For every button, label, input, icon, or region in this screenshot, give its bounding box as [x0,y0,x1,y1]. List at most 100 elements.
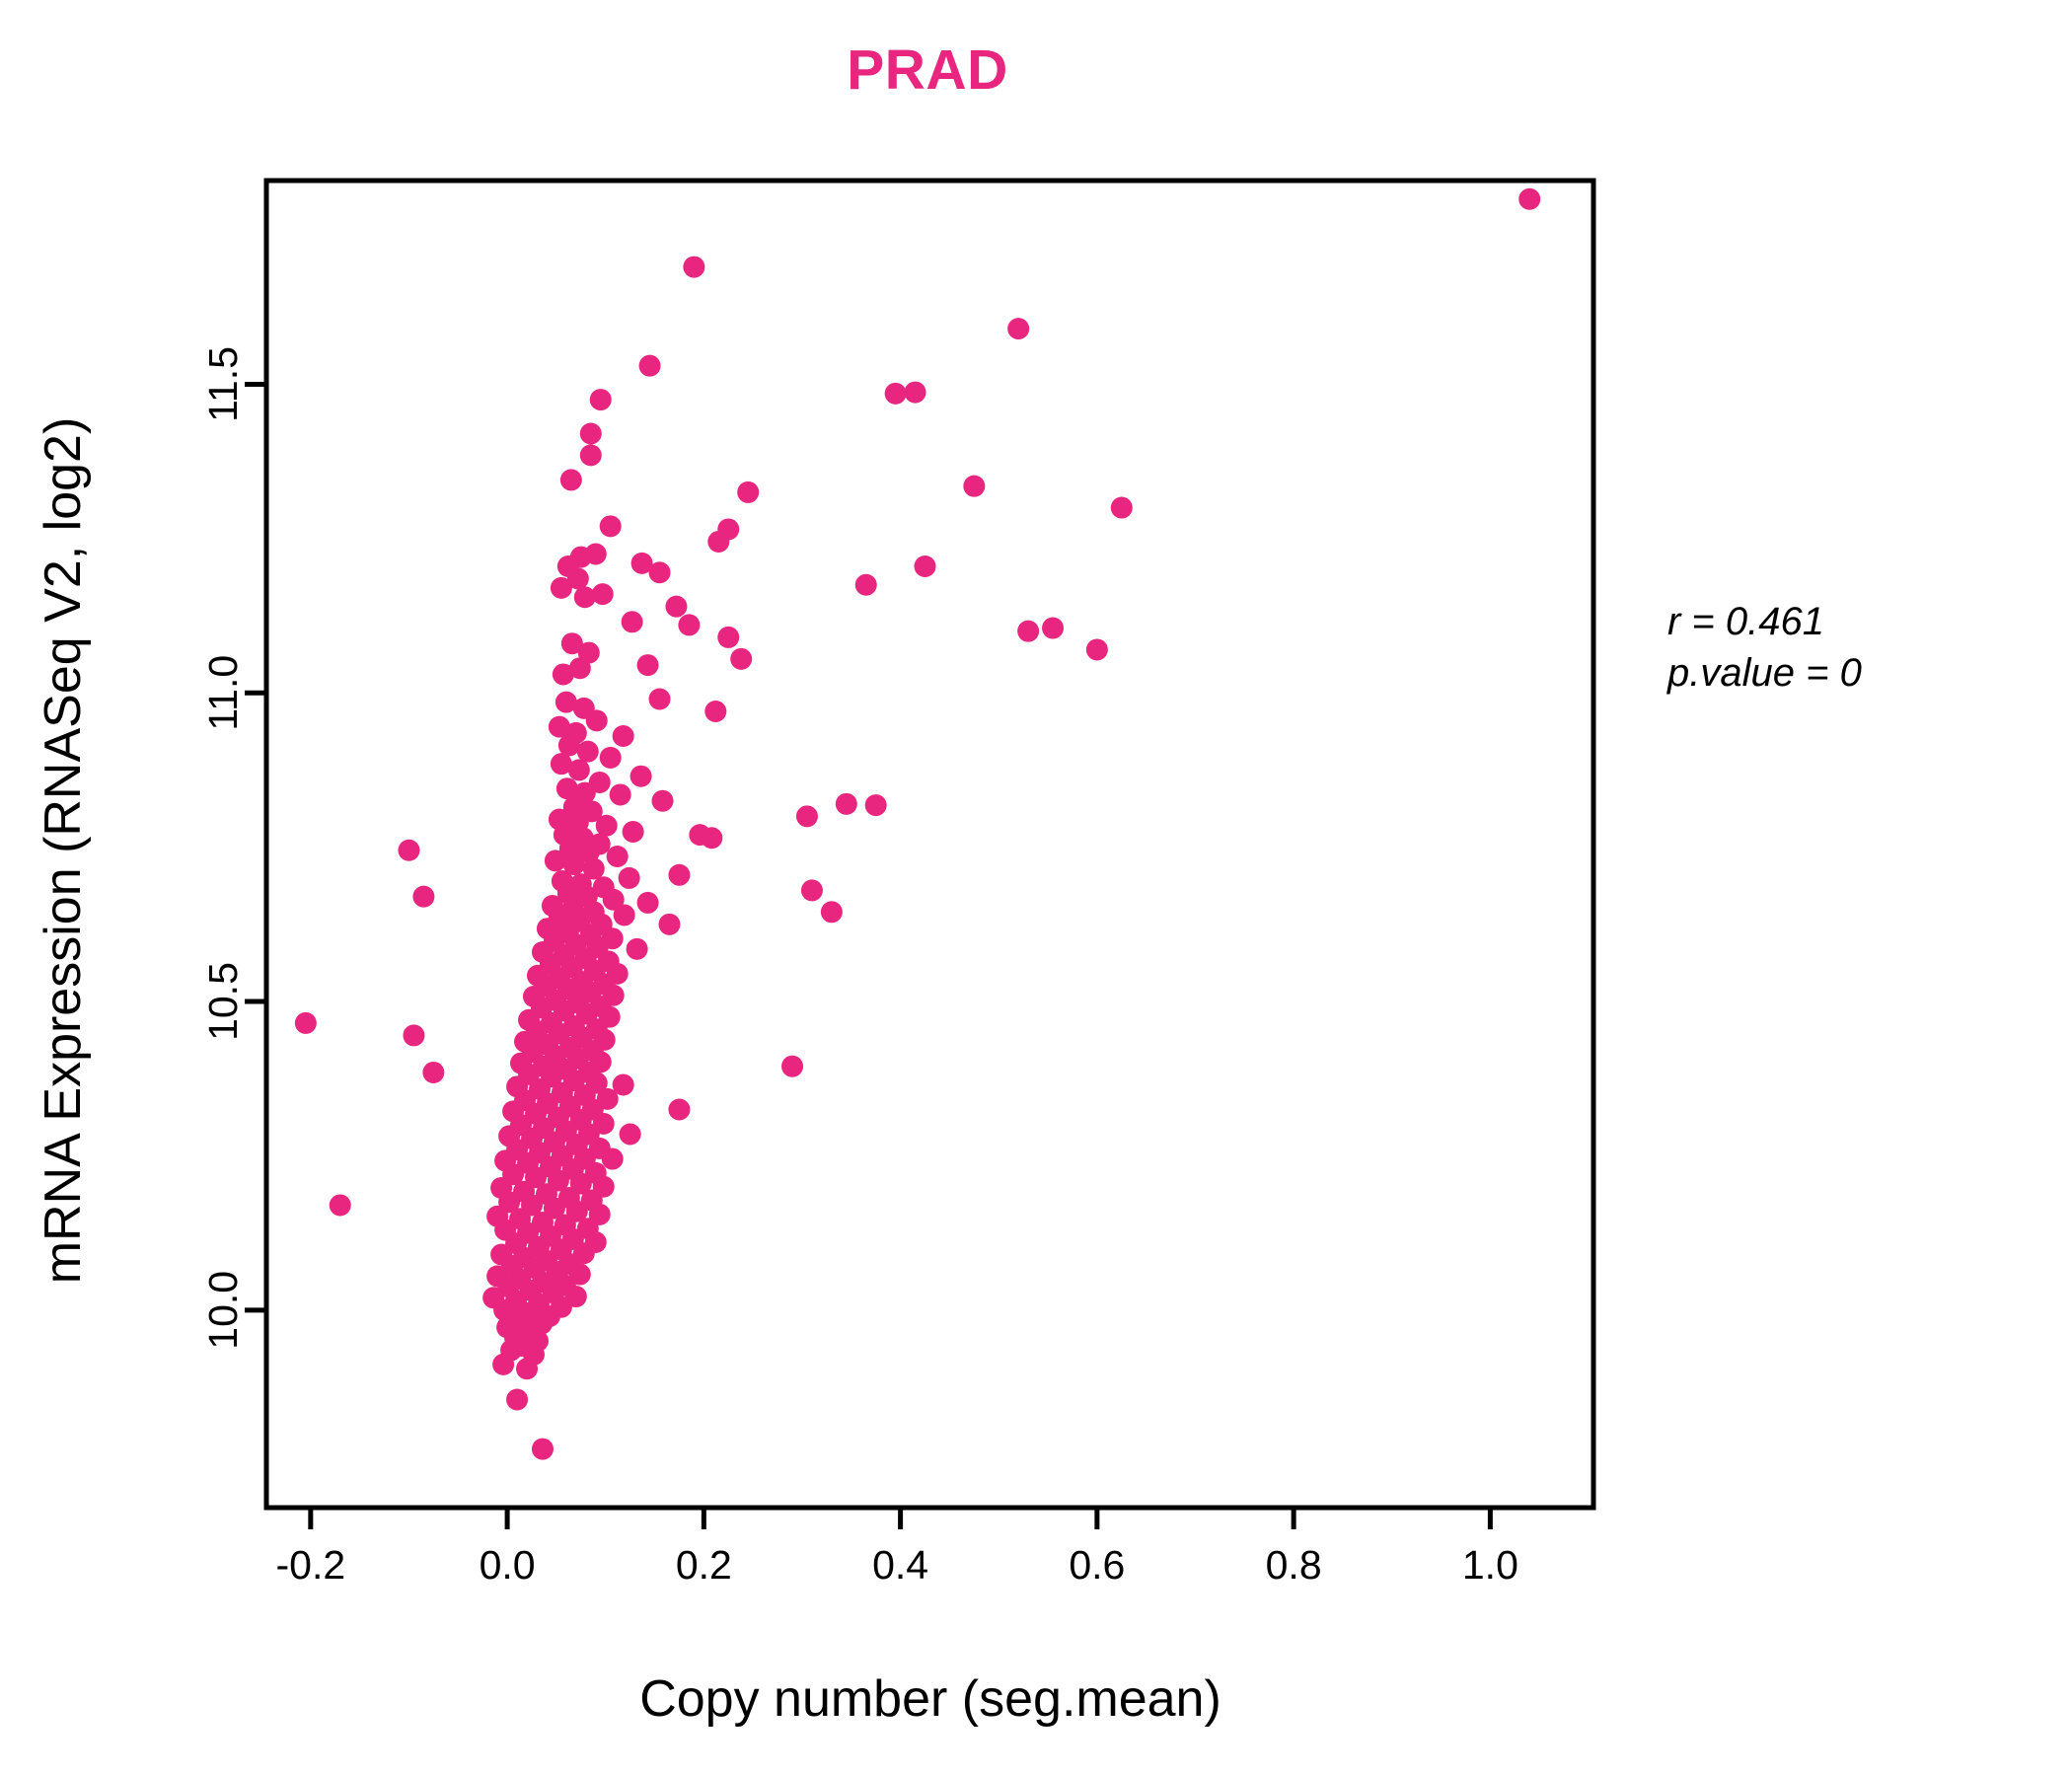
scatter-point [492,1353,515,1375]
scatter-point [683,256,705,278]
x-tick-label: 0.6 [1069,1542,1125,1588]
scatter-point [568,1263,591,1286]
scatter-point [606,846,629,868]
scatter-point [622,820,644,843]
scatter-point [621,611,643,633]
scatter-point [403,1024,425,1047]
scatter-point [576,740,599,763]
scatter-point [552,663,574,686]
scatter-point [1017,620,1040,642]
y-tick-label: 11.5 [200,346,246,422]
statistics-annotation: r = 0.461 p.value = 0 [1667,596,1862,699]
scatter-point [559,469,582,491]
scatter-point [820,901,843,924]
scatter-point [904,381,926,404]
x-tick-label: 0.2 [676,1542,732,1588]
scatter-point [599,746,622,769]
scatter-point [579,422,602,445]
scatter-point [626,937,648,960]
scatter-point [585,709,608,732]
scatter-point [582,857,605,880]
scatter-point [795,805,818,828]
scatter-point [579,444,602,467]
scatter-point [329,1194,351,1217]
scatter-point [678,614,701,636]
scatter-point [591,583,614,606]
scatter-point [730,647,753,670]
scatter-point [294,1011,317,1034]
scatter-point [864,794,887,817]
scatter-point [619,1123,641,1146]
scatter-point [602,888,625,911]
scatter-point [557,734,580,757]
scatter-point [589,389,612,411]
scatter-point [963,475,986,497]
scatter-point [577,841,600,863]
plot-frame [263,178,1596,1511]
plot-points-layer [294,187,1541,1460]
scatter-point [555,777,578,800]
scatter-point [567,759,590,781]
scatter-point [550,576,572,599]
scatter-point [613,904,635,926]
scatter-point [658,913,681,935]
scatter-point [618,866,640,889]
scatter-point [1085,638,1108,661]
scatter-point [562,853,585,876]
correlation-annotation: r = 0.461 [1667,600,1825,643]
x-axis-title: Copy number (seg.mean) [639,1670,1221,1728]
x-axis: -0.2 0.0 0.2 0.4 0.6 0.8 1.0 [276,1508,1518,1588]
scatter-point [636,654,659,677]
scatter-point [560,632,583,655]
scatter-point [609,783,631,806]
y-tick-label: 10.0 [200,1271,246,1350]
scatter-point [550,753,572,776]
scatter-point [612,725,634,748]
scatter-point [595,814,618,837]
scatter-point [648,561,671,584]
scatter-point [781,1055,804,1077]
scatter-point [914,555,936,577]
scatter-point [629,765,652,787]
scatter-point [638,354,661,377]
scatter-point [630,552,653,574]
scatter-point [668,1098,691,1121]
scatter-point [636,891,659,914]
scatter-point [422,1061,445,1083]
scatter-point [701,827,723,850]
scatter-point [1007,318,1030,340]
scatter-point [548,715,570,738]
scatter-point [665,595,688,618]
y-axis: 10.0 10.5 11.0 11.5 [200,346,266,1350]
scatter-point [835,792,857,815]
scatter-point [1110,496,1133,519]
scatter-point [566,567,589,590]
scatter-point [1042,617,1065,639]
scatter-point [531,1438,554,1460]
scatter-point [599,515,622,538]
x-tick-label: 0.4 [872,1542,928,1588]
scatter-point [648,688,671,710]
scatter-point [568,657,591,680]
scatter-point [412,885,435,908]
scatter-point [737,481,760,503]
scatter-point [707,530,730,553]
page-title: PRAD [847,38,1008,102]
x-tick-label: 1.0 [1462,1542,1518,1588]
x-tick-label: 0.8 [1266,1542,1322,1588]
scatter-point [601,1147,624,1170]
scatter-point [584,543,607,565]
scatter-point [398,839,420,861]
scatter-point [704,701,727,722]
scatter-point [544,850,566,872]
p-value-annotation: p.value = 0 [1667,651,1862,695]
scatter-point [668,863,691,886]
scatter-point [493,1298,516,1321]
scatter-point [854,573,877,596]
x-tick-label: -0.2 [276,1542,346,1588]
scatter-point [884,382,907,405]
scatter-point [555,691,577,713]
scatter-point [516,1358,539,1380]
